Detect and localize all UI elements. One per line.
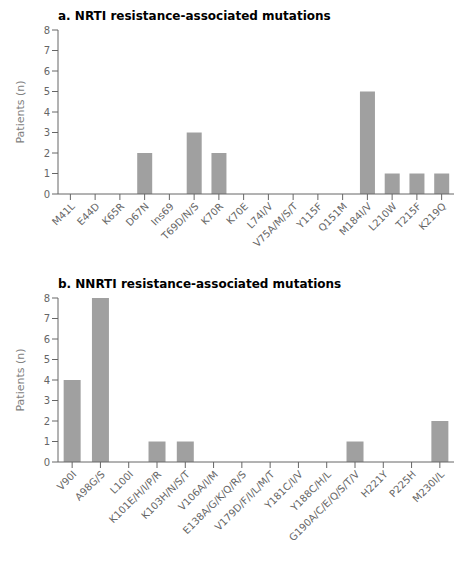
svg-text:4: 4 bbox=[44, 107, 50, 118]
svg-text:7: 7 bbox=[44, 313, 50, 324]
svg-text:2: 2 bbox=[44, 148, 50, 159]
svg-text:H221Y: H221Y bbox=[359, 468, 391, 500]
html-text:a. NRTI resistance-associated: a. NRTI resistance-associated mutations bbox=[58, 9, 331, 23]
svg-text:6: 6 bbox=[44, 334, 50, 345]
svg-text:1: 1 bbox=[44, 436, 50, 447]
svg-text:7: 7 bbox=[44, 45, 50, 56]
svg-text:0: 0 bbox=[44, 457, 50, 468]
svg-text:E44D: E44D bbox=[75, 200, 102, 227]
svg-text:L74I/V: L74I/V bbox=[244, 200, 275, 231]
svg-text:A98G/S: A98G/S bbox=[73, 469, 107, 503]
svg-text:T215F: T215F bbox=[393, 200, 424, 231]
svg-text:M230I/L: M230I/L bbox=[411, 468, 447, 504]
svg-text:Y181C/I/V: Y181C/I/V bbox=[262, 468, 305, 511]
svg-text:G190A/C/E/Q/S/T/V: G190A/C/E/Q/S/T/V bbox=[287, 469, 362, 544]
svg-text:0: 0 bbox=[44, 189, 50, 200]
svg-text:V75A/M/S/T: V75A/M/S/T bbox=[251, 200, 300, 249]
svg-text:M184I/V: M184I/V bbox=[337, 201, 374, 238]
svg-text:6: 6 bbox=[44, 66, 50, 77]
svg-text:D67N: D67N bbox=[124, 201, 152, 229]
svg-text:3: 3 bbox=[44, 127, 50, 138]
svg-text:5: 5 bbox=[44, 354, 50, 365]
svg-text:Ins69: Ins69 bbox=[148, 200, 176, 228]
svg-text:4: 4 bbox=[44, 375, 50, 386]
svg-text:V106A/I/M: V106A/I/M bbox=[176, 468, 220, 513]
svg-text:K101E/H/I/P/R: K101E/H/I/P/R bbox=[106, 468, 164, 526]
svg-text:8: 8 bbox=[44, 25, 50, 36]
svg-text:K219Q: K219Q bbox=[417, 201, 449, 233]
svg-text:5: 5 bbox=[44, 86, 50, 97]
svg-text:T69D/N/S: T69D/N/S bbox=[159, 201, 201, 243]
svg-text:Y115F: Y115F bbox=[294, 200, 325, 231]
svg-text:V179D/F/I/L/M/T: V179D/F/I/L/M/T bbox=[212, 468, 277, 533]
svg-text:P225H: P225H bbox=[387, 468, 418, 500]
svg-text:K65R: K65R bbox=[100, 201, 126, 227]
html-text:b. NNRTI resistance-associated: b. NNRTI resistance-associated mutations bbox=[58, 277, 342, 291]
svg-text:Patients (n): Patients (n) bbox=[14, 348, 27, 411]
svg-text:2: 2 bbox=[44, 416, 50, 427]
svg-text:Y188C/H/L: Y188C/H/L bbox=[288, 468, 334, 514]
svg-text:V90I: V90I bbox=[55, 469, 79, 493]
svg-text:K70R: K70R bbox=[199, 201, 225, 227]
svg-text:L210W: L210W bbox=[366, 201, 398, 233]
svg-text:Patients (n): Patients (n) bbox=[14, 80, 27, 143]
svg-text:8: 8 bbox=[44, 293, 50, 304]
svg-text:E138A/G/K/Q/R/S: E138A/G/K/Q/R/S bbox=[180, 468, 249, 537]
svg-text:L100I: L100I bbox=[107, 468, 136, 496]
svg-text:3: 3 bbox=[44, 395, 50, 406]
svg-text:1: 1 bbox=[44, 168, 50, 179]
svg-text:K103H/N/S/T: K103H/N/S/T bbox=[139, 468, 192, 521]
svg-text:K70E: K70E bbox=[224, 200, 251, 227]
svg-text:Q151M: Q151M bbox=[316, 200, 350, 234]
svg-text:M41L: M41L bbox=[50, 200, 77, 227]
